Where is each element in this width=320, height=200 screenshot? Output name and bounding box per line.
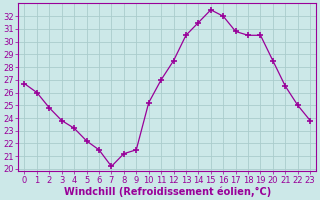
X-axis label: Windchill (Refroidissement éolien,°C): Windchill (Refroidissement éolien,°C)	[64, 186, 271, 197]
